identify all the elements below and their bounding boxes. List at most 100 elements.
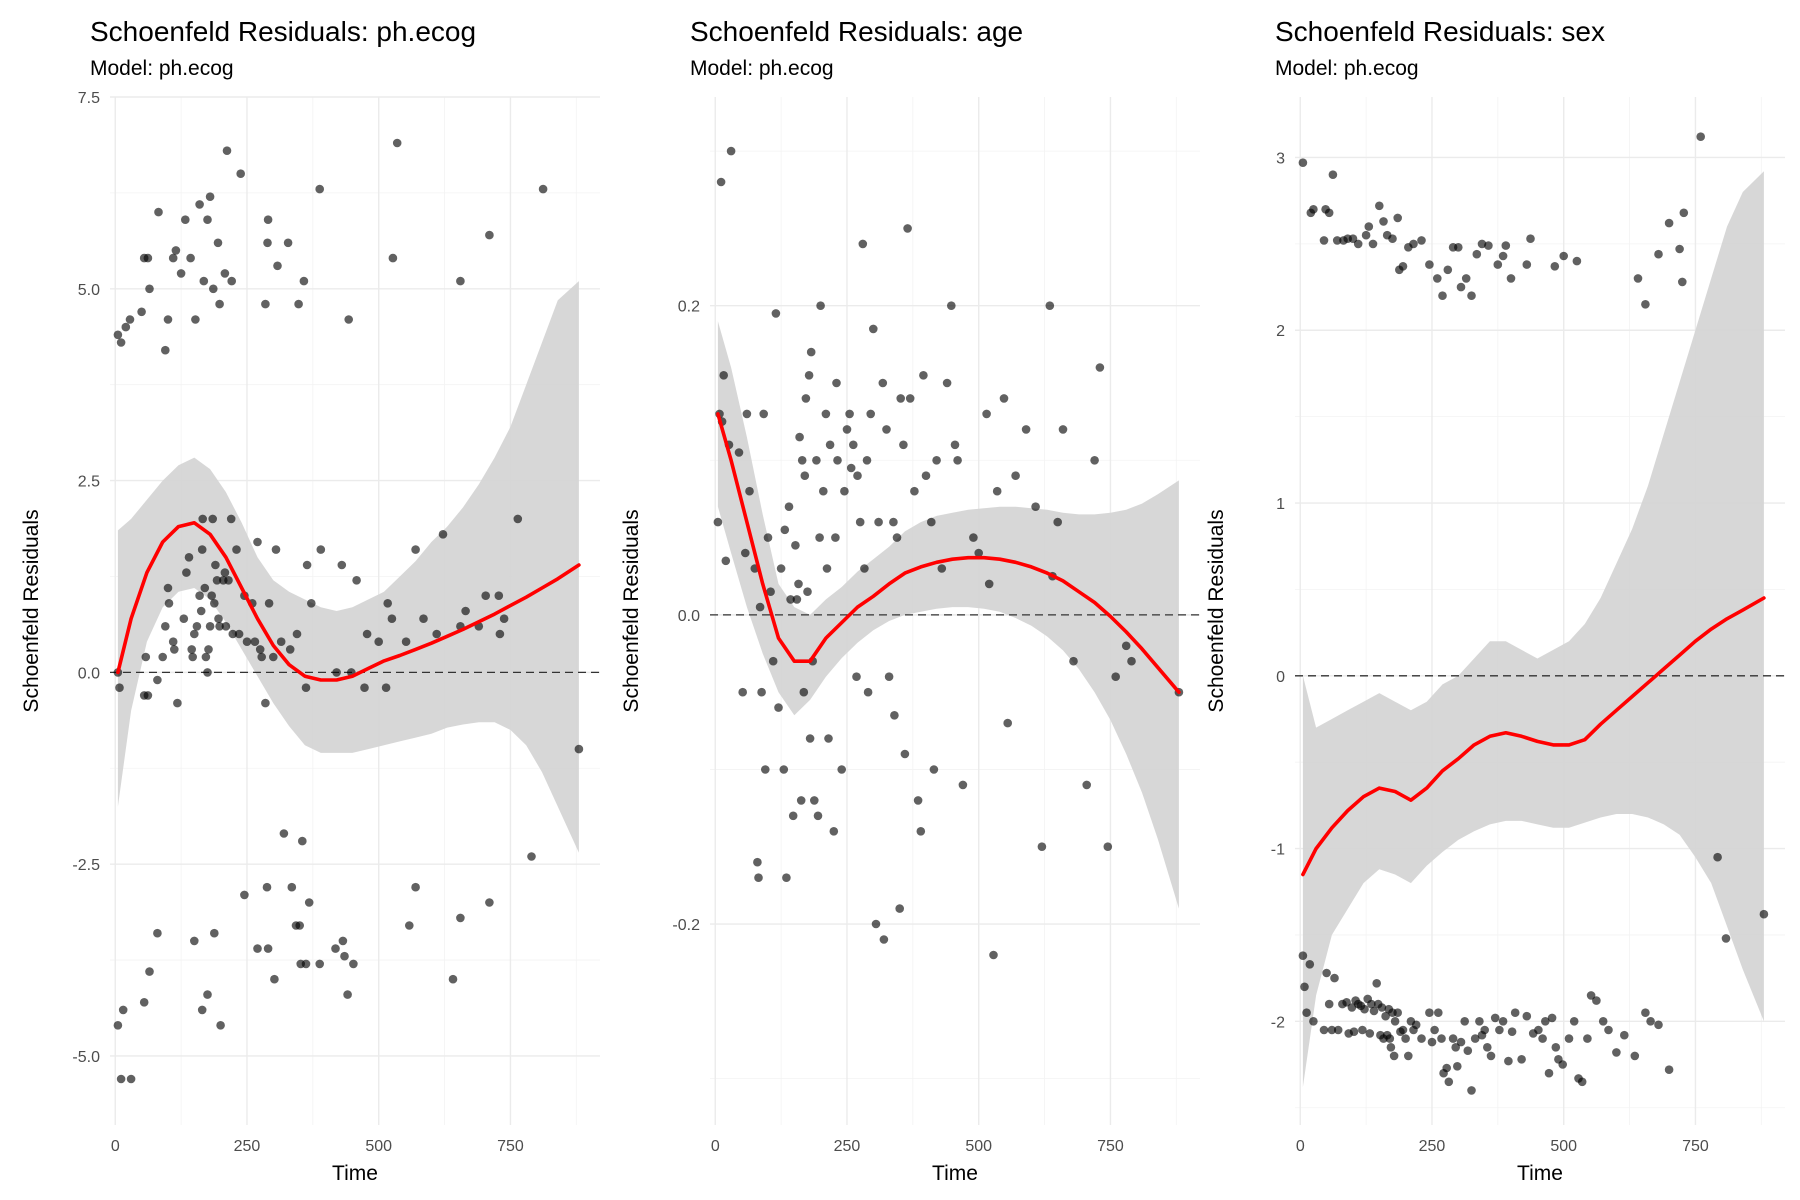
residual-point <box>1526 234 1535 243</box>
residual-point <box>392 138 402 148</box>
residual-point <box>1598 1017 1608 1026</box>
residual-point <box>215 299 224 309</box>
residual-point <box>115 683 124 692</box>
residual-point <box>1444 1077 1454 1087</box>
residual-point <box>200 583 210 593</box>
residual-point <box>214 614 223 623</box>
residual-point <box>163 583 173 593</box>
residual-point <box>910 486 919 496</box>
residual-point <box>179 614 189 623</box>
residual-point <box>295 921 305 930</box>
residual-point <box>1069 656 1078 666</box>
residual-point <box>161 345 170 355</box>
residual-point <box>1367 999 1376 1009</box>
residual-point <box>1453 1062 1462 1071</box>
residual-point <box>1037 842 1047 851</box>
residual-point <box>269 652 278 662</box>
residual-point <box>1550 262 1560 271</box>
residual-point <box>1467 291 1476 301</box>
residual-point <box>1082 780 1091 790</box>
chart-panel-2: 0 250 500 750 -0.2 0.0 0.2 Schoenfeld Residuals… <box>620 16 1200 1185</box>
residual-point <box>1309 1017 1318 1026</box>
residual-point <box>1583 1034 1592 1043</box>
chart-subtitle: Model: ph.ecog <box>690 57 834 80</box>
residual-point <box>761 765 770 774</box>
residual-point <box>1541 1017 1550 1026</box>
residual-point <box>819 486 828 496</box>
residual-point <box>337 560 347 570</box>
residual-point <box>842 425 852 434</box>
residual-point <box>456 913 465 923</box>
residual-point <box>822 564 832 573</box>
x-tick-label: 250 <box>834 1138 861 1155</box>
confidence-band <box>117 281 579 853</box>
residual-point <box>387 614 397 623</box>
residual-point <box>574 744 584 754</box>
residual-point <box>299 276 309 286</box>
residual-point <box>186 253 195 263</box>
residual-point <box>810 796 819 805</box>
residual-point <box>984 579 994 589</box>
residual-point <box>411 545 420 554</box>
residual-point <box>879 935 889 944</box>
confidence-band <box>717 321 1179 909</box>
residual-point <box>411 882 420 892</box>
residual-point <box>196 606 206 616</box>
y-tick-label: 3 <box>1276 150 1285 167</box>
residual-point <box>1572 256 1582 266</box>
residual-point <box>738 687 747 697</box>
residual-point <box>837 765 846 774</box>
residual-point <box>791 541 800 550</box>
residual-point <box>164 599 174 608</box>
residual-point <box>1353 239 1363 249</box>
residual-point <box>784 502 794 512</box>
residual-point <box>163 315 173 324</box>
x-tick-label: 500 <box>365 1138 392 1155</box>
y-tick-label: -1 <box>1271 842 1285 859</box>
residual-point <box>263 238 272 248</box>
residual-point <box>448 974 458 984</box>
residual-point <box>982 409 991 419</box>
residual-point <box>1679 208 1689 218</box>
residual-point <box>766 587 775 596</box>
residual-point <box>1501 241 1511 250</box>
residual-point <box>195 591 204 600</box>
residual-point <box>1510 1008 1520 1017</box>
x-tick-label: 0 <box>1296 1138 1305 1155</box>
residual-point <box>1342 998 1351 1007</box>
residual-point <box>527 852 536 861</box>
residual-point <box>1460 1017 1469 1026</box>
residual-point <box>754 873 763 882</box>
residual-point <box>1427 1037 1437 1047</box>
residual-point <box>316 545 326 554</box>
residual-point <box>143 253 153 263</box>
residual-point <box>1425 260 1434 269</box>
residual-point <box>270 974 279 984</box>
residual-point <box>1493 260 1503 269</box>
residual-point <box>1504 1056 1513 1066</box>
residual-point <box>1327 1025 1337 1035</box>
residual-point <box>840 486 849 496</box>
residual-point <box>1381 1011 1390 1021</box>
residual-point <box>1309 205 1318 214</box>
residual-point <box>741 548 750 558</box>
y-tick-label: -2.5 <box>72 857 100 874</box>
residual-point <box>1121 641 1131 651</box>
residual-point <box>1330 973 1339 983</box>
confidence-band <box>1302 171 1764 1088</box>
residual-point <box>1393 1008 1402 1017</box>
residual-point <box>899 440 908 450</box>
residual-point <box>884 672 894 681</box>
y-tick-label: -5.0 <box>72 1049 100 1066</box>
residual-point <box>742 409 752 419</box>
residual-point <box>240 890 249 900</box>
residual-point <box>1404 1051 1413 1061</box>
residual-point <box>113 1021 123 1030</box>
residual-point <box>153 675 162 685</box>
x-tick-label: 750 <box>1682 1138 1709 1155</box>
residual-point <box>1675 244 1684 254</box>
residual-point <box>1377 1003 1387 1012</box>
residual-point <box>261 698 270 708</box>
residual-point <box>806 347 816 357</box>
